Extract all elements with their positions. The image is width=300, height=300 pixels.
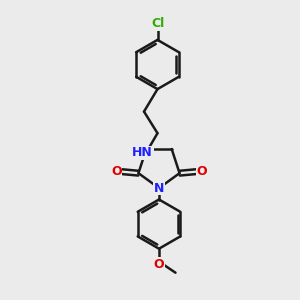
Text: O: O — [111, 165, 122, 178]
Text: N: N — [154, 182, 164, 195]
Text: HN: HN — [132, 146, 153, 159]
Text: O: O — [196, 165, 207, 178]
Text: O: O — [154, 258, 164, 271]
Text: Cl: Cl — [151, 17, 164, 30]
